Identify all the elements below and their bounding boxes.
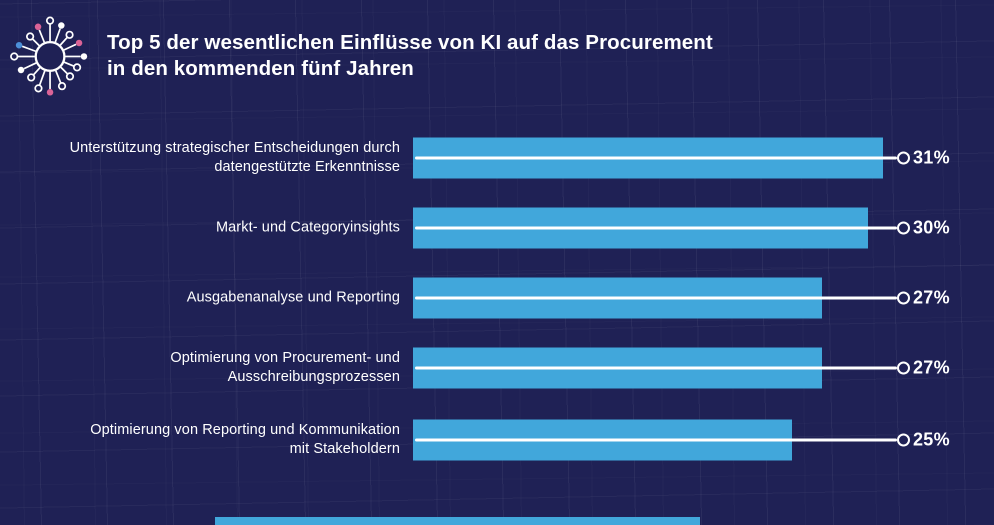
bottom-accent-bar	[215, 517, 700, 525]
bar-category-label-line: mit Stakeholdern	[289, 441, 400, 457]
connector-line	[415, 156, 897, 160]
bar-category-label: Markt- und Categoryinsights	[30, 219, 400, 238]
value-label: 25%	[913, 429, 950, 450]
connector-line	[415, 296, 897, 300]
bar-category-label: Unterstützung strategischer Entscheidung…	[30, 139, 400, 177]
bar-category-label: Optimierung von Reporting und Kommunikat…	[30, 421, 400, 459]
bar-category-label-line: Optimierung von Reporting und Kommunikat…	[90, 422, 400, 438]
value-label: 30%	[913, 217, 950, 238]
value-label: 27%	[913, 357, 950, 378]
ai-network-icon	[10, 16, 88, 96]
bar-category-label-line: Markt- und Categoryinsights	[215, 219, 400, 236]
bar-category-label-line: Ausschreibungsprozessen	[227, 369, 400, 385]
bar-category-label: Optimierung von Procurement- und Ausschre…	[30, 349, 400, 387]
bar-category-label-line: Unterstützung strategischer Entscheidung…	[69, 140, 400, 156]
bar-category-label-line: datengestützte Erkenntnisse	[214, 159, 400, 175]
page-title: Top 5 der wesentlichen Einflüsse von KI …	[107, 30, 713, 82]
page-title-line2: in den kommenden fünf Jahren	[107, 57, 414, 80]
connector-node-circle	[897, 221, 910, 235]
connector-line	[415, 366, 897, 370]
value-label: 31%	[913, 147, 950, 168]
bar-category-label-line: Ausgabenanalyse und Reporting	[186, 289, 400, 306]
bar-category-label: Ausgabenanalyse und Reporting	[30, 289, 400, 308]
connector-node-circle	[897, 433, 910, 447]
bar-category-label-line: Optimierung von Procurement- und	[170, 350, 400, 366]
connector-line	[415, 226, 897, 230]
connector-line	[415, 438, 897, 442]
connector-node-circle	[897, 151, 910, 165]
page-title-line1: Top 5 der wesentlichen Einflüsse von KI …	[107, 31, 713, 54]
value-label: 27%	[913, 287, 950, 308]
connector-node-circle	[897, 291, 910, 305]
connector-node-circle	[897, 361, 910, 375]
